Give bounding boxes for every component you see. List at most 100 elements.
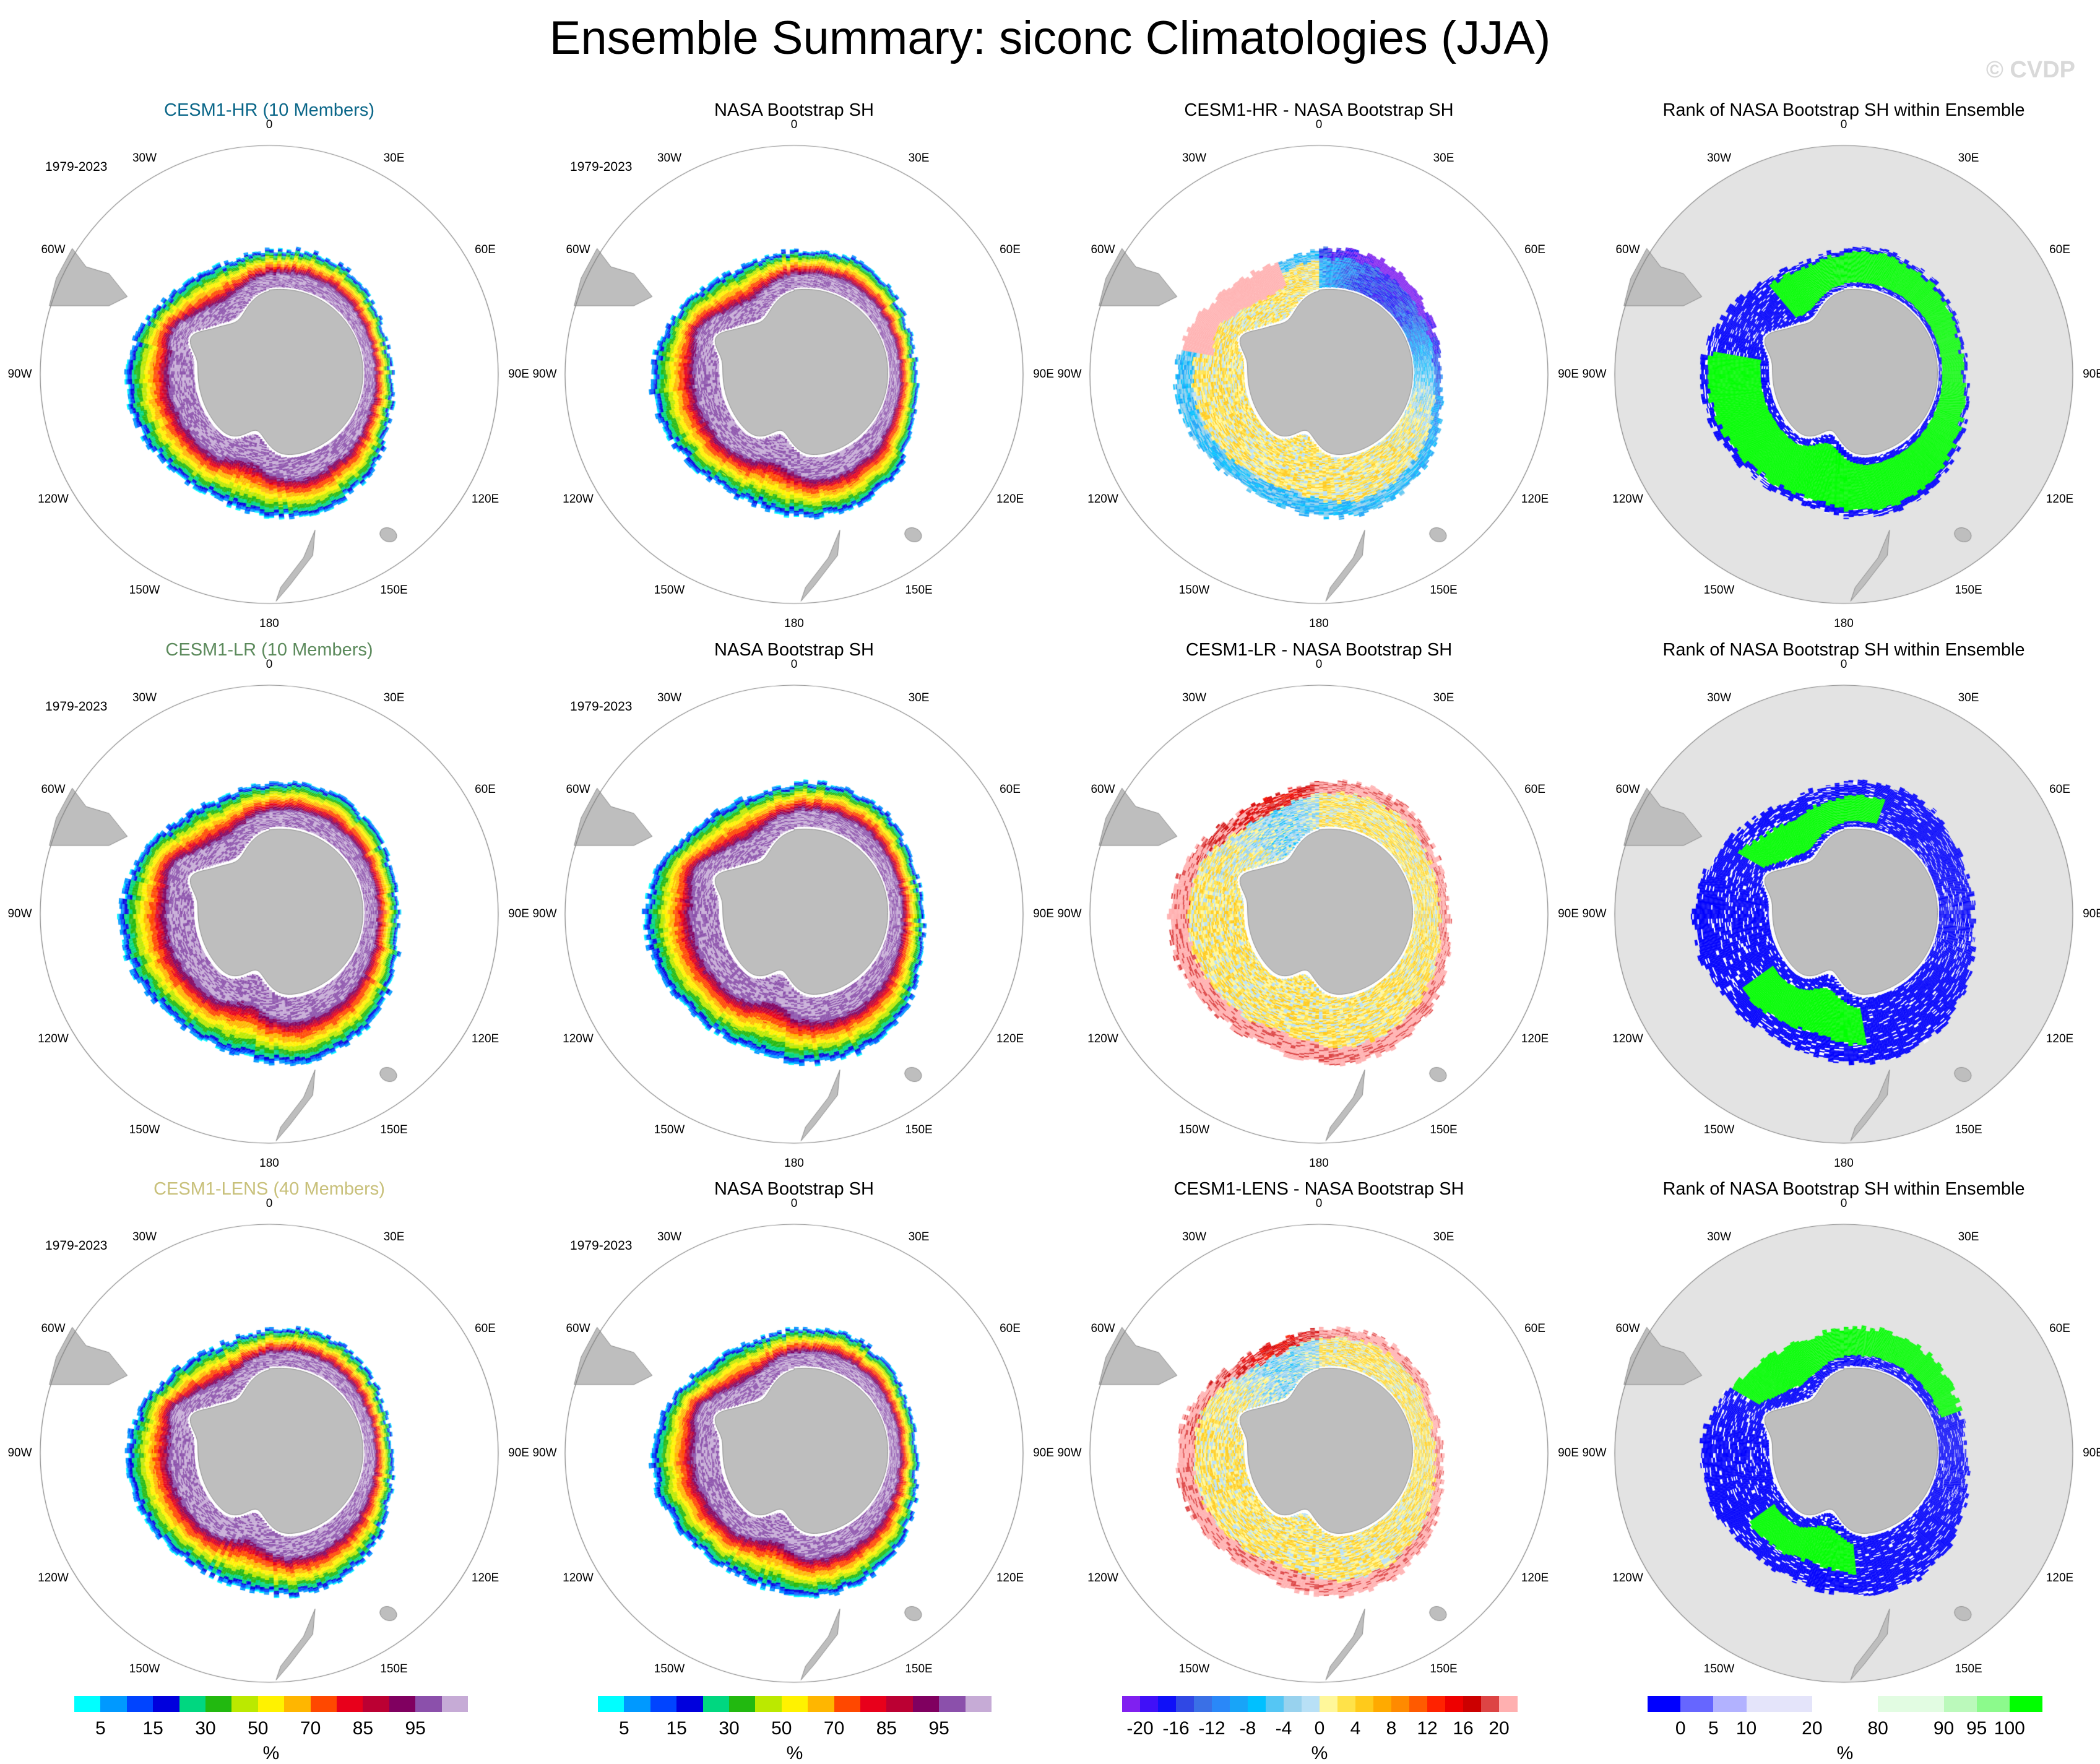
colorbar-tick-label: -4 [1275, 1718, 1292, 1739]
longitude-label: 90E [2083, 1446, 2100, 1459]
colorbar-swatch [1266, 1696, 1284, 1712]
panel-r3-c2: NASA Bootstrap SH 1979-2023 0 30E 60E 90E 120E… [532, 1172, 1056, 1710]
colorbar-tick-label: 95 [405, 1718, 426, 1739]
longitude-label: 90W [1057, 1446, 1082, 1459]
panel-title: CESM1-LR - NASA Bootstrap SH [1185, 640, 1453, 660]
longitude-label: 90W [1057, 907, 1082, 920]
colorbar-swatch [1284, 1696, 1302, 1712]
colorbar-swatch [729, 1696, 756, 1712]
colorbar-tick-label: 50 [248, 1718, 269, 1739]
longitude-label: 120W [1087, 492, 1118, 506]
longitude-label: 90E [508, 907, 529, 920]
longitude-label: 60W [1615, 782, 1640, 796]
longitude-label: 0 [1315, 1197, 1323, 1210]
panel-title: Rank of NASA Bootstrap SH within Ensembl… [1662, 100, 2025, 120]
polar-map-siconc [7, 93, 532, 631]
longitude-label: 150W [1178, 1123, 1210, 1136]
longitude-label: 30E [383, 151, 405, 165]
colorbar-tick-label: 20 [1802, 1718, 1823, 1739]
longitude-label: 0 [1315, 658, 1323, 671]
longitude-label: 30W [1182, 1230, 1207, 1243]
panel-r2-c1: CESM1-LR (10 Members) 1979-2023 0 30E 60E 90E… [7, 633, 532, 1171]
panel-title: NASA Bootstrap SH [714, 1179, 874, 1199]
longitude-label: 180 [259, 617, 279, 630]
longitude-label: 150E [380, 1662, 408, 1675]
period-label: 1979-2023 [45, 160, 108, 174]
colorbar-swatch [2009, 1696, 2043, 1712]
colorbar-unit-label: % [1311, 1743, 1328, 1763]
longitude-label: 120W [38, 492, 69, 506]
longitude-label: 60W [566, 782, 590, 796]
colorbar-swatch [965, 1696, 992, 1712]
panel-r2-c3: CESM1-LR - NASA Bootstrap SH 0 30E 60E 90E 12… [1056, 633, 1581, 1171]
polar-map-diff [1056, 93, 1581, 631]
colorbar-tick-label: -16 [1162, 1718, 1190, 1739]
polar-map-rank [1581, 633, 2100, 1171]
longitude-label: 150W [1703, 584, 1735, 597]
longitude-label: 90W [1582, 368, 1607, 381]
longitude-label: 150W [654, 1662, 685, 1675]
colorbar-swatch [205, 1696, 232, 1712]
longitude-label: 30W [132, 1230, 157, 1243]
panel-r3-c1: CESM1-LENS (40 Members) 1979-2023 0 30E 60E 9… [7, 1172, 532, 1710]
colorbar-swatch [624, 1696, 651, 1712]
panel-title: CESM1-LENS - NASA Bootstrap SH [1173, 1179, 1464, 1199]
polar-map-siconc [7, 1172, 532, 1710]
colorbar-tick-label: 5 [619, 1718, 629, 1739]
polar-map-siconc [532, 633, 1056, 1171]
colorbar-tick-label: 5 [95, 1718, 106, 1739]
longitude-label: 120W [38, 1032, 69, 1045]
colorbar-swatch [808, 1696, 835, 1712]
longitude-label: 90E [508, 368, 529, 381]
longitude-label: 150W [1703, 1662, 1735, 1675]
longitude-label: 30W [1182, 151, 1207, 165]
colorbar-tick-label: 10 [1735, 1718, 1757, 1739]
longitude-label: 60W [1615, 1321, 1640, 1335]
colorbar-swatch [1648, 1696, 1681, 1712]
longitude-label: 150E [1430, 584, 1458, 597]
longitude-label: 30E [908, 151, 930, 165]
colorbar-swatch [231, 1696, 259, 1712]
colorbar-swatch [1212, 1696, 1230, 1712]
colorbar-swatch [1248, 1696, 1266, 1712]
colorbar-swatch [389, 1696, 416, 1712]
longitude-label: 30W [1706, 1230, 1732, 1243]
longitude-label: 30W [1182, 691, 1207, 704]
colorbar-swatch [1713, 1696, 1747, 1712]
longitude-label: 120E [2046, 1032, 2074, 1045]
longitude-label: 150W [129, 1662, 160, 1675]
longitude-label: 120E [1521, 492, 1549, 506]
colorbar-swatch [1355, 1696, 1374, 1712]
colorbar-swatch [1499, 1696, 1518, 1712]
colorbar-swatch [834, 1696, 861, 1712]
longitude-label: 120E [471, 1032, 499, 1045]
longitude-label: 120W [1612, 1032, 1643, 1045]
colorbar-swatch [1409, 1696, 1428, 1712]
colorbar-tick-label: 15 [666, 1718, 687, 1739]
colorbar-swatch [1463, 1696, 1482, 1712]
colorbar-swatch [1943, 1696, 1977, 1712]
longitude-label: 150E [1430, 1662, 1458, 1675]
longitude-label: 120W [38, 1571, 69, 1585]
longitude-label: 120E [2046, 1571, 2074, 1585]
colorbar-swatch [1194, 1696, 1212, 1712]
longitude-label: 120W [1087, 1032, 1118, 1045]
longitude-label: 30E [1433, 691, 1454, 704]
colorbar-swatch [363, 1696, 390, 1712]
cvdp-watermark: © CVDP [1985, 57, 2075, 83]
colorbar-swatch [1427, 1696, 1446, 1712]
longitude-label: 120W [563, 1571, 594, 1585]
colorbar-swatch [257, 1696, 285, 1712]
colorbar-tick-label: 0 [1314, 1718, 1325, 1739]
longitude-label: 60W [566, 1321, 590, 1335]
colorbar-swatch [310, 1696, 337, 1712]
colorbar-tick-label: 95 [1966, 1718, 1987, 1739]
colorbar-tick-label: 12 [1417, 1718, 1438, 1739]
longitude-label: 150E [1430, 1123, 1458, 1136]
colorbar-tick-label: -20 [1126, 1718, 1154, 1739]
longitude-label: 120E [996, 1032, 1024, 1045]
panel-r1-c3: CESM1-HR - NASA Bootstrap SH 0 30E 60E 90E 12… [1056, 93, 1581, 631]
colorbar-swatch [598, 1696, 624, 1712]
longitude-label: 120E [471, 1571, 499, 1585]
period-label: 1979-2023 [570, 699, 633, 714]
